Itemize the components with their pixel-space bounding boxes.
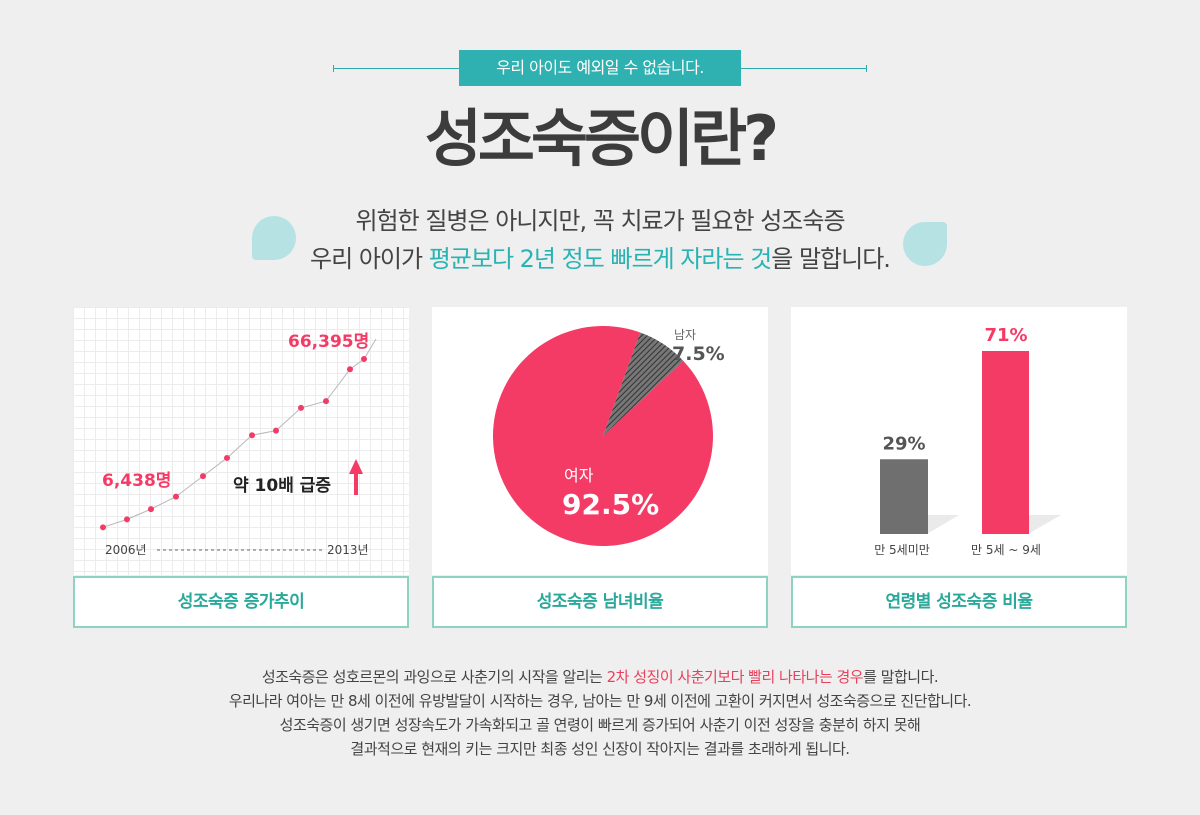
header-tag: 우리 아이도 예외일 수 없습니다. (459, 50, 741, 86)
growth-point-6 (249, 432, 255, 439)
subtitle-line-2-post: 을 말합니다. (771, 245, 891, 273)
bar-value-under-5: 29% (882, 433, 925, 454)
category-under-5: 만 5세미만 (874, 543, 930, 557)
tag-decor-line-left (333, 65, 459, 72)
growth-point-9 (323, 398, 329, 405)
subtitle: 위험한 질병은 아니지만, 꼭 치료가 필요한 성조숙증 우리 아이가 평균보다… (0, 202, 1200, 278)
pie-slice-male (603, 332, 684, 436)
growth-point-4 (200, 473, 206, 480)
category-5-to-9: 만 5세 ~ 9세 (971, 543, 1041, 557)
surge-annotation: 약 10배 급증 (233, 475, 331, 496)
description-line-1-pre: 성조숙증은 성호르몬의 과잉으로 사춘기의 시작을 알리는 (261, 668, 607, 686)
growth-trend-panel: 6,438명 66,395명 약 10배 급증 2006년 2013년 (73, 307, 409, 575)
female-percent-label: 92.5% (562, 488, 659, 521)
female-name-label: 여자 (564, 466, 594, 485)
bar-value-5-to-9: 71% (984, 325, 1027, 346)
male-percent-label: 7.5% (672, 343, 725, 365)
description-line-1: 성조숙증은 성호르몬의 과잉으로 사춘기의 시작을 알리는 2차 성징이 사춘기… (0, 665, 1200, 689)
subtitle-highlight: 평균보다 2년 정도 빠르게 자라는 것 (428, 245, 773, 273)
first-value-label: 6,438명 (102, 471, 171, 491)
growth-point-7 (273, 427, 279, 434)
gender-ratio-chart: 남자 7.5% 여자 92.5% (493, 326, 725, 546)
growth-point-2 (148, 506, 154, 513)
up-arrow-icon (349, 459, 363, 495)
growth-point-1 (124, 516, 130, 523)
age-ratio-chart: 29% 71% 만 5세미만 만 5세 ~ 9세 (874, 325, 1061, 557)
speech-bubble-left-icon (252, 216, 296, 260)
bar-under-5 (880, 459, 928, 534)
subtitle-line-2: 우리 아이가 평균보다 2년 정도 빠르게 자라는 것을 말합니다. (0, 240, 1200, 278)
description-line-1-post: 를 말합니다. (863, 668, 939, 686)
growth-series-line (102, 338, 377, 528)
male-name-label: 남자 (674, 328, 696, 342)
page-title: 성조숙증이란? (424, 102, 779, 175)
gender-ratio-caption: 성조숙증 남녀비율 (432, 576, 768, 628)
description: 성조숙증은 성호르몬의 과잉으로 사춘기의 시작을 알리는 2차 성징이 사춘기… (0, 665, 1200, 761)
subtitle-line-1: 위험한 질병은 아니지만, 꼭 치료가 필요한 성조숙증 (355, 207, 845, 235)
last-value-label: 66,395명 (288, 332, 369, 352)
tag-decor-line-right (741, 65, 867, 72)
gender-ratio-panel: 남자 7.5% 여자 92.5% (432, 307, 768, 575)
growth-point-8 (298, 404, 304, 411)
growth-trend-caption: 성조숙증 증가추이 (73, 576, 409, 628)
growth-point-10 (347, 366, 353, 373)
growth-point-11 (361, 356, 367, 362)
x-end-label: 2013년 (327, 543, 369, 557)
age-ratio-caption: 연령별 성조숙증 비율 (791, 576, 1127, 628)
x-start-label: 2006년 (105, 543, 147, 557)
growth-point-5 (224, 454, 230, 461)
speech-bubble-right-icon (903, 222, 947, 266)
description-line-2: 우리나라 여아는 만 8세 이전에 유방발달이 시작하는 경우, 남아는 만 9… (228, 692, 972, 710)
growth-point-3 (173, 493, 179, 500)
description-highlight: 2차 성징이 사춘기보다 빨리 나타나는 경우 (606, 668, 864, 686)
description-line-4: 결과적으로 현재의 키는 크지만 최종 성인 신장이 작아지는 결과를 초래하게… (350, 740, 850, 758)
bar-5-to-9 (982, 351, 1029, 534)
growth-trend-chart: 6,438명 66,395명 약 10배 급증 2006년 2013년 (100, 332, 377, 557)
subtitle-line-2-pre: 우리 아이가 (310, 245, 429, 273)
growth-point-0 (100, 524, 106, 531)
description-line-3: 성조숙증이 생기면 성장속도가 가속화되고 골 연령이 빠르게 증가되어 사춘기… (279, 716, 921, 734)
age-ratio-panel: 29% 71% 만 5세미만 만 5세 ~ 9세 (791, 307, 1127, 575)
